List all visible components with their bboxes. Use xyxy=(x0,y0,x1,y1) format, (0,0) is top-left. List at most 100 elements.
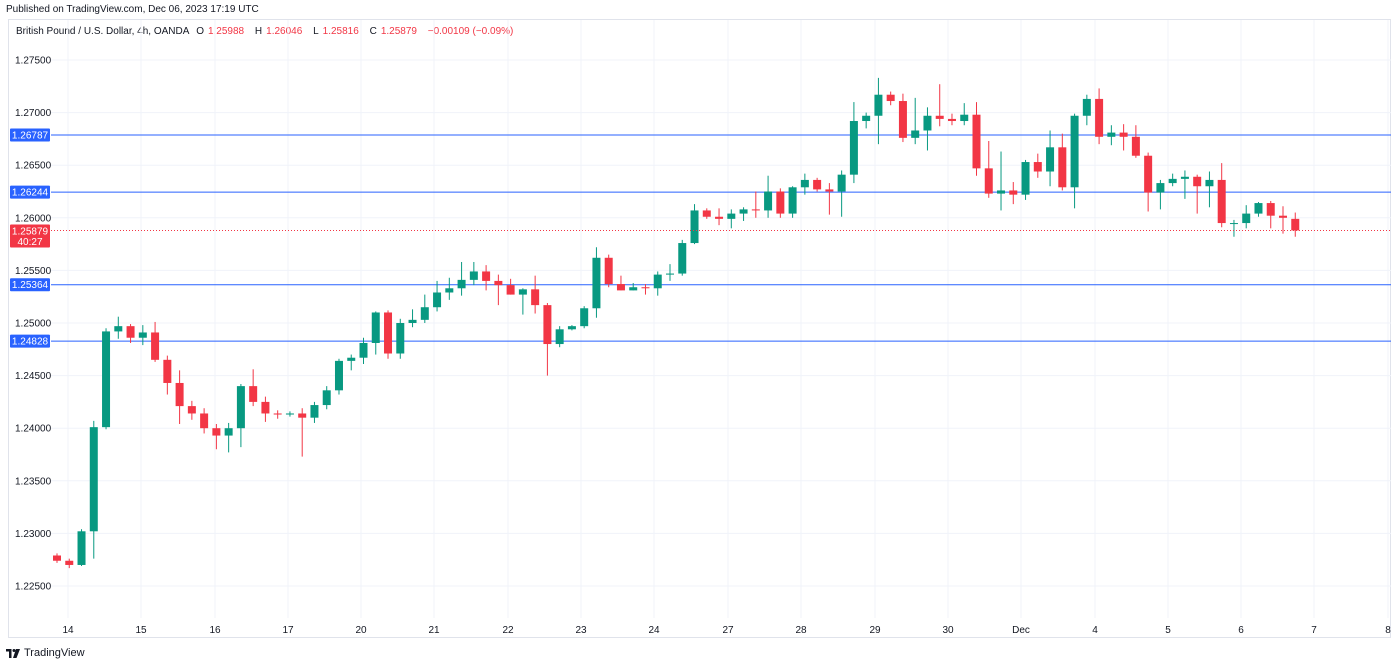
candle-up xyxy=(433,280,442,312)
candle-down xyxy=(506,278,515,295)
candle-up xyxy=(653,271,662,296)
candle-body xyxy=(1046,147,1055,172)
candle-up xyxy=(739,207,748,221)
x-tick-label: 27 xyxy=(722,625,734,636)
y-tick-label: 1.26500 xyxy=(15,161,52,172)
horizontal-level-tag xyxy=(10,185,50,199)
bar-countdown-label: 40:27 xyxy=(17,237,42,248)
candle-up xyxy=(923,107,932,151)
candle-down xyxy=(1058,133,1067,191)
candle-body xyxy=(1082,98,1091,116)
candle-body xyxy=(53,555,61,561)
legend-low-label: L xyxy=(313,26,319,37)
candle-down xyxy=(715,208,724,226)
x-tick-label: 8 xyxy=(1385,625,1391,636)
x-tick-label: 28 xyxy=(795,625,807,636)
candle-body xyxy=(175,382,184,407)
candle-body xyxy=(433,292,442,308)
candle-down xyxy=(1144,152,1153,212)
candle-up xyxy=(322,386,331,410)
candle-up xyxy=(1082,94,1091,126)
candle-body xyxy=(285,413,294,415)
y-tick-label: 1.23500 xyxy=(15,476,52,487)
candle-down xyxy=(935,84,944,127)
tradingview-footer[interactable]: TradingView xyxy=(6,647,85,659)
candle-body xyxy=(200,413,209,429)
published-header: Published on TradingView.com, Dec 06, 20… xyxy=(6,4,259,15)
candle-body xyxy=(89,427,98,532)
candle-down xyxy=(261,396,270,422)
candle-up xyxy=(420,294,429,323)
legend-low-value: 1.25816 xyxy=(322,26,359,37)
candle-body xyxy=(837,174,846,192)
candle-body xyxy=(457,279,466,289)
x-tick-label: 20 xyxy=(355,625,367,636)
candle-up xyxy=(445,277,454,300)
candle-up xyxy=(592,247,601,318)
candle-body xyxy=(151,332,160,360)
y-tick-label: 1.25000 xyxy=(15,319,52,330)
candle-body xyxy=(641,287,650,289)
candle-body xyxy=(224,428,233,436)
candle-body xyxy=(1205,179,1214,187)
candle-up xyxy=(911,97,920,145)
candle-body xyxy=(629,287,638,291)
candle-down xyxy=(898,93,907,143)
candle-up xyxy=(114,316,123,339)
candle-up xyxy=(102,328,111,430)
candle-body xyxy=(739,209,748,214)
candle-down xyxy=(543,303,552,376)
candle-body xyxy=(567,326,576,330)
legend-close-label: C xyxy=(369,26,377,37)
candle-body xyxy=(322,390,331,406)
candle-up xyxy=(224,422,233,453)
candle-body xyxy=(1070,115,1079,188)
candle-up xyxy=(1156,179,1165,210)
candle-body xyxy=(1058,147,1067,188)
candle-body xyxy=(310,405,319,418)
last-price-label: 1.25879 xyxy=(12,227,49,238)
y-tick-label: 1.25500 xyxy=(15,266,52,277)
candle-down xyxy=(494,274,503,306)
candle-down xyxy=(53,553,61,563)
candle-body xyxy=(1033,162,1042,172)
candle-down xyxy=(972,102,981,176)
x-tick-label: 30 xyxy=(942,625,954,636)
candle-body xyxy=(972,114,981,169)
candle-body xyxy=(334,360,343,391)
candle-body xyxy=(702,210,711,217)
candle-down xyxy=(702,208,711,219)
candle-body xyxy=(898,101,907,138)
y-tick-label: 1.22500 xyxy=(15,582,52,593)
legend-high-label: H xyxy=(254,26,263,37)
candle-body xyxy=(960,114,969,122)
candle-up xyxy=(555,326,564,348)
candle-body xyxy=(997,190,1006,194)
candle-up xyxy=(788,186,797,218)
candle-up xyxy=(285,411,294,417)
candle-down xyxy=(1291,212,1300,237)
candle-up xyxy=(997,151,1006,211)
candle-up xyxy=(849,102,858,184)
candle-body xyxy=(825,189,834,192)
legend-symbol[interactable]: British Pound / U.S. Dollar, 4h, OANDA xyxy=(16,26,190,37)
candle-body xyxy=(396,323,405,354)
candle-up xyxy=(1254,202,1263,217)
candle-body xyxy=(616,284,625,291)
candle-body xyxy=(249,386,258,402)
candle-down xyxy=(751,191,760,218)
legend-open-label: O xyxy=(196,26,204,37)
candle-up xyxy=(408,309,417,328)
y-tick-label: 1.27000 xyxy=(15,108,52,119)
candle-down xyxy=(175,370,184,424)
candle-body xyxy=(420,307,429,320)
candle-down xyxy=(212,423,221,450)
candle-down xyxy=(187,400,196,420)
candle-down xyxy=(984,141,993,198)
candle-body xyxy=(261,401,270,414)
candle-up xyxy=(1229,219,1238,237)
candle-up xyxy=(457,261,466,296)
candle-down xyxy=(482,265,491,291)
candle-body xyxy=(666,273,674,275)
